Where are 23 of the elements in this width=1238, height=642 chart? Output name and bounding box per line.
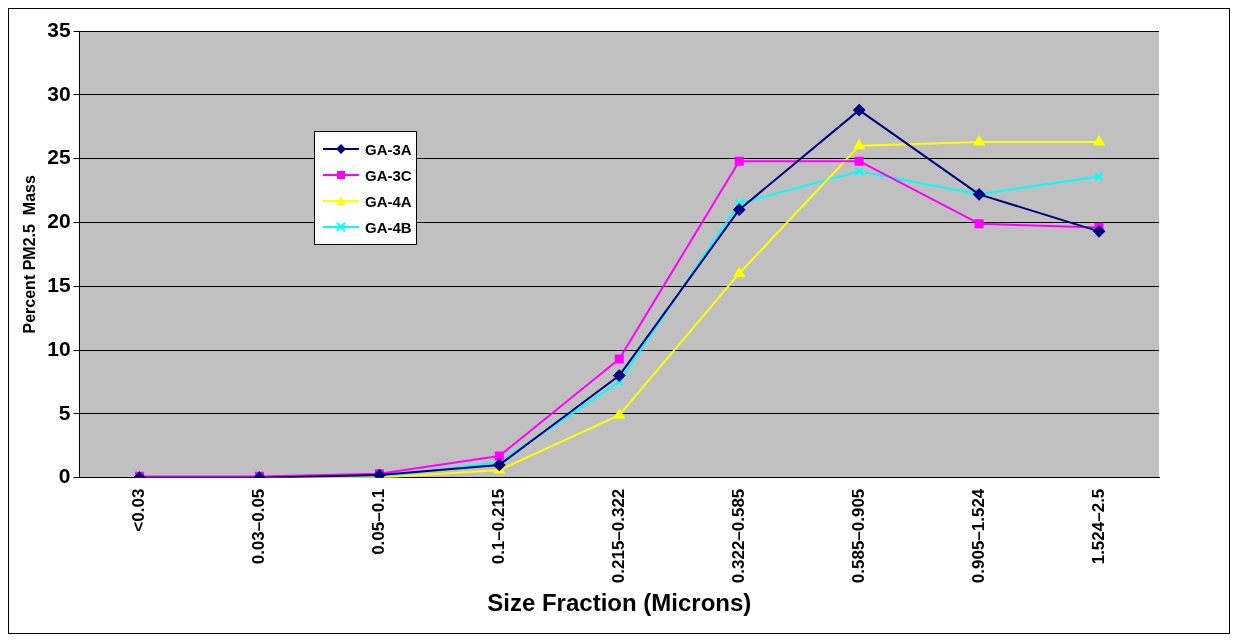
x-tick-label: 0.905–1.524 bbox=[968, 488, 988, 584]
x-tick-label: 1.524–2.5 bbox=[1088, 488, 1108, 565]
y-tick-label: 20 bbox=[47, 209, 71, 233]
legend-label: GA-4B bbox=[365, 218, 412, 236]
legend-label: GA-4A bbox=[365, 192, 412, 210]
x-tick-label: 0.1–0.215 bbox=[489, 488, 509, 565]
y-tick-label: 30 bbox=[47, 81, 71, 105]
y-tick-label: 35 bbox=[47, 17, 71, 41]
x-tick-label: 0.322–0.585 bbox=[728, 488, 748, 584]
y-axis-title: Percent PM2.5 Mass bbox=[21, 175, 39, 334]
x-axis-title: Size Fraction (Microns) bbox=[487, 589, 752, 617]
legend-label: GA-3A bbox=[365, 140, 412, 158]
y-tick-label: 5 bbox=[58, 400, 71, 424]
y-tick-label: 15 bbox=[47, 273, 71, 297]
legend-label: GA-3C bbox=[365, 166, 412, 184]
y-tick-label: 10 bbox=[47, 336, 71, 360]
y-tick-label: 25 bbox=[47, 145, 71, 169]
x-tick-label: <0.03 bbox=[129, 488, 149, 532]
x-tick-label: 0.05–0.1 bbox=[369, 488, 389, 555]
x-tick-label: 0.215–0.322 bbox=[608, 488, 628, 584]
x-tick-label: 0.585–0.905 bbox=[848, 488, 868, 584]
x-tick-label: 0.03–0.05 bbox=[249, 488, 269, 565]
y-tick-label: 0 bbox=[58, 464, 71, 488]
